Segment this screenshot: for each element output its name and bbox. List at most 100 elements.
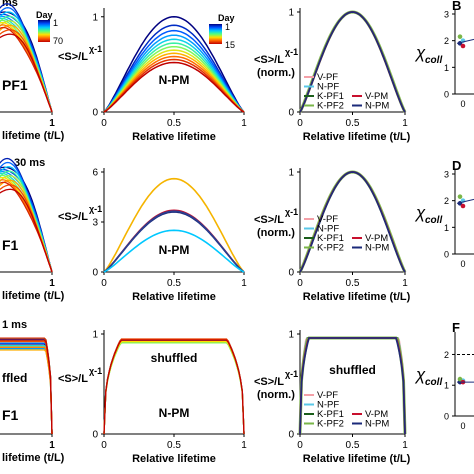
series-line [103, 209, 245, 273]
series-line [0, 172, 53, 273]
x-axis-label: lifetime (t/L) [2, 130, 65, 142]
series-line [103, 61, 245, 113]
series-line [299, 171, 406, 273]
y-tick-label: 1 [288, 330, 294, 341]
panel-label: N-PM [159, 243, 190, 257]
series-line [299, 171, 406, 273]
series-line [0, 17, 53, 113]
y-axis-label-exponent: χ-1 [89, 44, 102, 54]
x-tick-label: 0 [297, 118, 303, 129]
y-axis-label: χ [414, 43, 426, 62]
series-line [103, 342, 245, 435]
y-axis-label: (norm.) [257, 67, 295, 79]
legend-label: V-PF [317, 214, 338, 225]
y-axis-label: (norm.) [257, 227, 295, 239]
series-line [0, 13, 53, 113]
y-axis-label-exponent: χ-1 [285, 47, 298, 57]
series-line [298, 170, 407, 273]
x-tick-label: 0 [460, 99, 465, 109]
y-axis-label-exponent: χ-1 [285, 369, 298, 379]
x-tick-label: 0 [460, 259, 465, 269]
series-line [103, 29, 245, 113]
panel-label: F1 [2, 237, 19, 253]
y-tick-label: 2 [444, 36, 449, 46]
y-tick-label: 3 [444, 10, 449, 20]
x-tick-label: 1 [402, 118, 408, 129]
legend-label: K-PF1 [317, 233, 344, 244]
y-tick-label: 1 [92, 330, 98, 341]
y-tick-label: 2 [444, 196, 449, 206]
y-tick-label: 0 [92, 268, 98, 279]
y-axis-label: <S>/L [254, 376, 284, 388]
legend-label: V-PM [365, 233, 388, 244]
series-line [0, 345, 53, 435]
legend-label: N-PF [317, 400, 339, 411]
x-tick-label: 0.5 [167, 440, 181, 451]
timing-label: 1 ms [2, 319, 27, 331]
y-tick-label: 0 [444, 90, 449, 100]
x-axis-label: Relative lifetime [132, 291, 216, 303]
legend-label: N-PF [317, 224, 339, 235]
panel-label: N-PM [159, 73, 190, 87]
series-line [103, 177, 245, 273]
y-axis-label: (norm.) [257, 389, 295, 401]
y-tick-label: 0 [92, 430, 98, 441]
x-tick-label: 0.5 [346, 278, 360, 289]
legend-label: K-PF1 [317, 409, 344, 420]
x-tick-label: 1 [49, 440, 55, 451]
legend-label: K-PF1 [317, 91, 344, 102]
x-tick-label: 0.5 [346, 440, 360, 451]
colorbar-title: Day [218, 13, 235, 23]
y-tick-label: 0 [444, 250, 449, 260]
x-tick-label: 0 [297, 278, 303, 289]
colorbar-tick-label: 1 [53, 18, 58, 28]
series-line [103, 229, 245, 273]
x-tick-label: 1 [241, 278, 247, 289]
y-tick-label: 3 [92, 218, 98, 229]
colorbar-tick-label: 15 [225, 40, 235, 50]
y-axis-label-subscript: coll [425, 55, 442, 66]
series-line [0, 339, 53, 435]
legend-label: N-PM [365, 101, 389, 112]
series-line [103, 210, 245, 273]
series-line [103, 34, 245, 113]
y-tick-label: 1 [288, 8, 294, 19]
x-axis-label: Relative lifetime (t/L) [303, 131, 411, 143]
series-line [299, 171, 406, 273]
x-tick-label: 1 [402, 278, 408, 289]
series-line [103, 24, 245, 113]
series-line [0, 181, 53, 273]
series-line [103, 42, 245, 113]
x-tick-label: 1 [49, 278, 55, 289]
x-tick-label: 1 [241, 440, 247, 451]
timing-label: 30 ms [14, 157, 45, 169]
panel-label: ffled [2, 371, 27, 385]
x-tick-label: 1 [49, 118, 55, 129]
data-point [457, 194, 463, 199]
x-tick-label: 0.5 [167, 118, 181, 129]
series-line [0, 340, 53, 435]
x-tick-label: 0 [101, 440, 107, 451]
y-tick-label: 0 [288, 430, 294, 441]
colorbar [209, 24, 222, 44]
legend-label: V-PF [317, 72, 338, 83]
y-axis-label: <S>/L [254, 54, 284, 66]
panel-label: shuffled [151, 351, 198, 365]
y-axis-label: <S>/L [254, 214, 284, 226]
legend-label: V-PM [365, 409, 388, 420]
series-line [0, 166, 53, 273]
series-line [0, 349, 53, 435]
series-line [0, 343, 53, 435]
series-line [0, 168, 53, 273]
legend-label: K-PF2 [317, 101, 344, 112]
series-line [456, 198, 474, 204]
x-tick-label: 0 [297, 440, 303, 451]
y-tick-label: 2 [444, 350, 449, 360]
series-line [0, 33, 53, 113]
y-axis-label-exponent: χ-1 [285, 207, 298, 217]
series-line [0, 337, 53, 435]
